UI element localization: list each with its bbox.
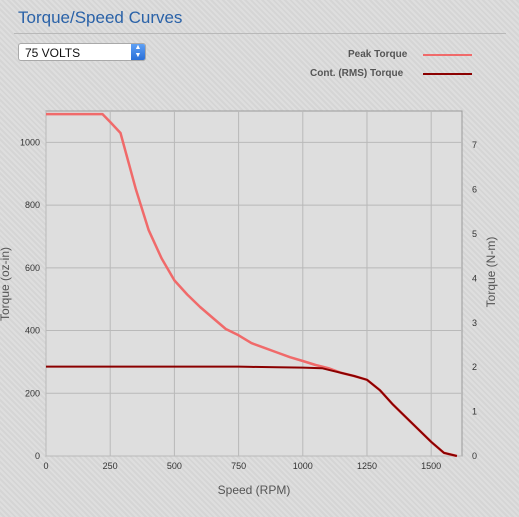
- x-tick-label: 250: [103, 461, 118, 471]
- chevron-up-down-icon: ▲ ▼: [131, 44, 145, 60]
- legend-cont-label: Cont. (RMS) Torque: [310, 68, 404, 79]
- x-tick-label: 0: [43, 461, 48, 471]
- y-tick-label: 400: [25, 326, 40, 336]
- y2-tick-label: 7: [472, 140, 477, 150]
- axis-ticks: 0 250 500 750 1000 1250 1500 0 200 400 600 800 1000 0…: [20, 137, 477, 471]
- y2-tick-label: 5: [472, 229, 477, 239]
- y2-tick-label: 3: [472, 318, 477, 328]
- y2-tick-label: 2: [472, 362, 477, 372]
- plot-area: [45, 110, 463, 457]
- y-tick-label: 0: [35, 451, 40, 461]
- y2-tick-label: 0: [472, 451, 477, 461]
- y2-tick-label: 6: [472, 185, 477, 195]
- y-axis-label: Torque (oz-in): [0, 247, 12, 321]
- legend-peak-swatch: [423, 54, 472, 56]
- page-title: Torque/Speed Curves: [18, 8, 183, 27]
- y-tick-label: 600: [25, 263, 40, 273]
- y2-axis-label: Torque (N-m): [484, 237, 498, 308]
- x-tick-label: 500: [167, 461, 182, 471]
- grid-lines: [45, 111, 462, 457]
- legend-cont-swatch: [423, 73, 472, 75]
- y-tick-label: 1000: [20, 137, 40, 147]
- legend-peak-label: Peak Torque: [348, 49, 408, 60]
- y-tick-label: 200: [25, 388, 40, 398]
- x-tick-label: 750: [231, 461, 246, 471]
- x-axis-label: Speed (RPM): [218, 483, 291, 497]
- x-tick-label: 1500: [421, 461, 441, 471]
- voltage-select-value: 75 VOLTS: [25, 46, 81, 60]
- y2-tick-label: 4: [472, 273, 477, 283]
- series-lines: [46, 112, 458, 458]
- cont-torque-line: [46, 365, 458, 457]
- y2-tick-label: 1: [472, 407, 477, 417]
- y-tick-label: 800: [25, 200, 40, 210]
- voltage-select[interactable]: 75 VOLTS ▲ ▼: [18, 43, 146, 61]
- x-tick-label: 1000: [293, 461, 313, 471]
- x-tick-label: 1250: [357, 461, 377, 471]
- title-divider: [14, 33, 506, 34]
